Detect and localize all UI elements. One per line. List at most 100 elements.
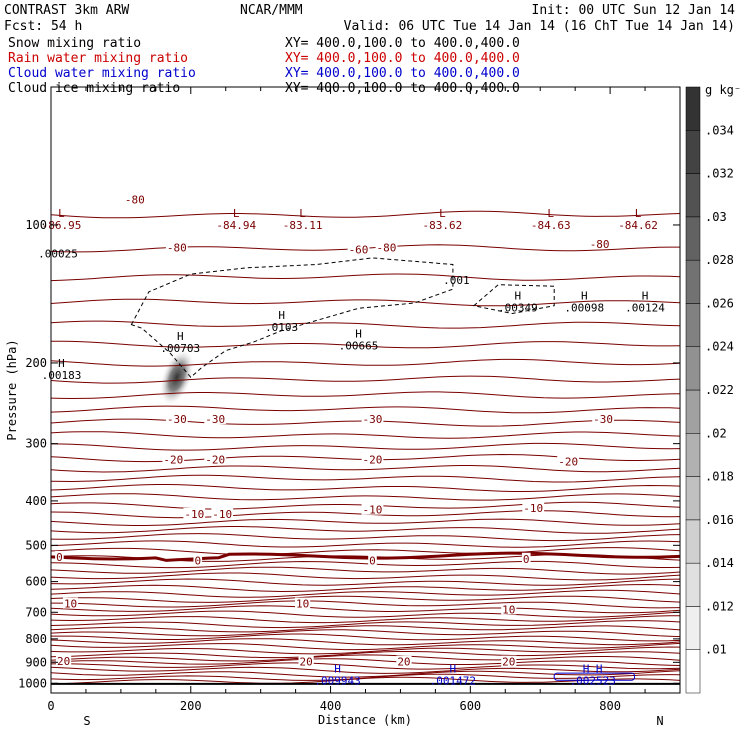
contour-label-bg xyxy=(62,597,79,609)
contour-label-bg xyxy=(55,550,64,562)
contour-label-bg xyxy=(588,237,611,249)
contour-label: 20 xyxy=(397,656,410,669)
contour-label: -80 xyxy=(167,242,187,255)
contour-label: -30 xyxy=(363,413,383,426)
contour-label: -20 xyxy=(163,454,183,467)
contour-label: -30 xyxy=(593,413,613,426)
contour-label-bg xyxy=(521,552,531,564)
y-tick-label: 400 xyxy=(25,494,47,508)
contour-label: 0 xyxy=(194,555,201,568)
temperature-contour xyxy=(51,375,680,384)
temperature-contour xyxy=(51,493,680,501)
colorbar-swatch xyxy=(685,346,701,391)
temperature-contour xyxy=(51,298,680,307)
colorbar: .01 .012 .014 .016 .018 .02 .022 .024 .026 .028 .0… xyxy=(685,86,734,694)
colorbar-tick-label: .022 xyxy=(705,383,734,397)
temperature-contour xyxy=(51,442,680,451)
plot-frame xyxy=(50,86,681,694)
zero-degree-contour xyxy=(51,551,680,562)
header: CONTRAST 3km ARW NCAR/MMM Init: 00 UTC S… xyxy=(4,3,735,96)
temperature-contour xyxy=(51,465,680,473)
x-tick-label: 800 xyxy=(599,699,621,713)
contour-label-bg xyxy=(347,243,370,255)
header-title: CONTRAST 3km ARW xyxy=(4,3,129,18)
colorbar-swatch xyxy=(685,259,701,304)
extremum-value: .002523 xyxy=(569,675,615,688)
extremum-value: .00124 xyxy=(625,302,665,315)
extremum-value: -83.11 xyxy=(283,219,323,232)
temperature-contour xyxy=(51,642,680,651)
colorbar-unit: g kg⁻¹ xyxy=(705,83,740,97)
colorbar-swatch xyxy=(685,86,701,131)
colorbar-tick-label: .034 xyxy=(705,123,734,137)
temperature-contour xyxy=(51,533,680,542)
header-org: NCAR/MMM xyxy=(240,3,303,18)
contour-label: 10 xyxy=(64,598,77,611)
extremum-value: -86.95 xyxy=(42,219,82,232)
y-tick-label: 1000 xyxy=(18,676,47,690)
contour-label: 0 xyxy=(369,555,376,568)
y-axis-label: Pressure (hPa) xyxy=(5,339,19,440)
colorbar-tick-label: .024 xyxy=(705,340,734,354)
contour-label-bg xyxy=(368,554,377,566)
colorbar-swatch xyxy=(685,649,701,694)
colorbar-swatch xyxy=(685,433,701,477)
contour-label: -20 xyxy=(558,455,578,468)
temperature-contour xyxy=(51,589,680,598)
temperature-contour xyxy=(51,646,680,655)
cloud-water-contour xyxy=(553,672,636,681)
contour-label-bg xyxy=(557,455,580,467)
temperature-contour xyxy=(51,391,680,400)
colorbar-swatch xyxy=(685,476,701,521)
extremum-mark: L xyxy=(439,207,446,220)
header-forecast: Fcst: 54 h xyxy=(4,19,82,34)
extremum-mark: H xyxy=(58,357,65,370)
extremum-mark: L xyxy=(58,207,65,220)
temperature-contour xyxy=(51,658,680,666)
temperature-contour xyxy=(51,474,680,483)
x-tick-label: 200 xyxy=(180,699,202,713)
temperature-contour xyxy=(51,518,680,526)
temperature-contour xyxy=(51,484,680,492)
extremum-mark: H xyxy=(177,330,184,343)
extremum-mark: H xyxy=(450,663,457,676)
extremum-value: -84.94 xyxy=(216,219,256,232)
contour-label: -10 xyxy=(212,508,232,521)
x-end-label-left: S xyxy=(83,714,90,728)
contour-label: 0 xyxy=(56,551,63,564)
colorbar-tick-label: .026 xyxy=(705,296,734,310)
temperature-contour xyxy=(51,431,680,439)
contour-labels: -80 -80 -60 -80 -80 -30 -30 -30 -30 -20 -20 -20 -20 -… xyxy=(38,193,665,688)
contour-label: 20 xyxy=(299,656,312,669)
extremum-value: .001 xyxy=(443,274,470,287)
temperature-contour xyxy=(51,600,680,609)
temperature-contour xyxy=(51,560,680,569)
extremum-value: .001472 xyxy=(430,675,476,688)
extremum-mark: H xyxy=(334,663,341,676)
contour-label: -80 xyxy=(377,242,397,255)
y-tick-label: 700 xyxy=(25,605,47,619)
contour-label-bg xyxy=(165,241,188,253)
extremum-mark: H H xyxy=(583,663,603,676)
extremum-value: .00098 xyxy=(564,302,604,315)
contour-label-bg xyxy=(361,453,384,465)
colorbar-swatch xyxy=(685,389,701,434)
extremum-mark: H xyxy=(355,328,362,341)
temperature-contour xyxy=(51,578,680,586)
colorbar-swatch xyxy=(685,519,701,564)
temperature-contour xyxy=(51,610,680,618)
header-valid: Valid: 06 UTC Tue 14 Jan 14 (16 ChT Tue … xyxy=(344,19,735,34)
contour-label: -20 xyxy=(363,454,383,467)
temperature-contour xyxy=(51,670,680,678)
x-tick-label: 600 xyxy=(459,699,481,713)
temperature-contour xyxy=(51,210,680,219)
contour-label-bg xyxy=(123,193,146,205)
plot-area xyxy=(51,210,680,685)
contour-label-bg xyxy=(298,655,314,667)
contour-label-bg xyxy=(295,597,311,609)
x-axis-label: Distance (km) xyxy=(318,713,412,727)
x-tick-label: 400 xyxy=(320,699,342,713)
temperature-contour xyxy=(51,540,680,548)
header-init: Init: 00 UTC Sun 12 Jan 14 xyxy=(532,3,736,18)
cloud-ice-contour xyxy=(472,284,555,315)
